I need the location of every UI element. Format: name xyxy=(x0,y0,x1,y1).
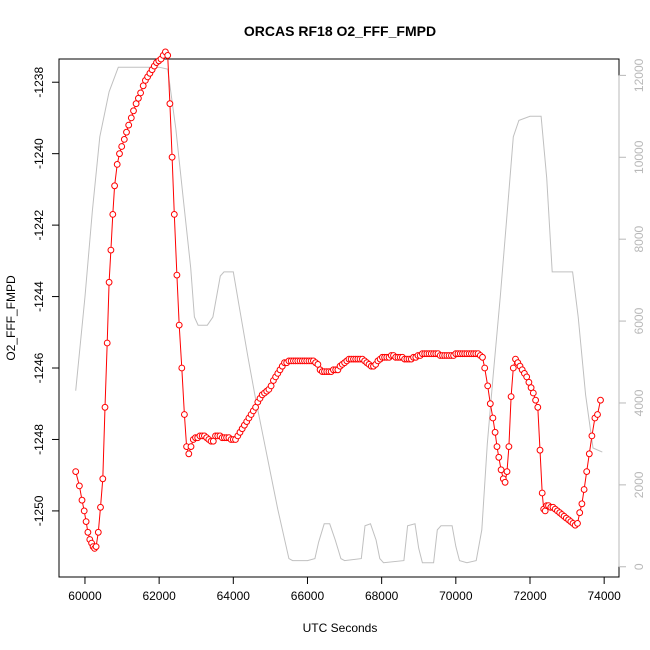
o2-point xyxy=(127,114,135,122)
y-tick-label: -1238 xyxy=(32,67,46,98)
o2-point xyxy=(493,443,501,451)
y-axis-label: O2_FFF_FMPD xyxy=(4,275,18,361)
y-axis: -1250 -1248 -1246 -1244 -1242 -1240 -1238 xyxy=(32,67,60,526)
o2-point xyxy=(130,107,137,115)
o2-point xyxy=(484,382,492,390)
x-tick-label: 64000 xyxy=(217,589,251,603)
o2-point xyxy=(576,509,584,517)
o2-point xyxy=(118,143,126,150)
o2-point xyxy=(185,450,193,458)
o2-point xyxy=(76,482,83,490)
o2-point xyxy=(78,496,86,504)
o2-point xyxy=(497,466,505,474)
o2-point xyxy=(509,364,517,372)
x-axis: 60000 62000 64000 66000 68000 70000 72000 74000 xyxy=(68,576,621,603)
o2-point xyxy=(109,211,117,218)
y-tick-label: -1246 xyxy=(32,352,46,383)
o2-point xyxy=(479,353,486,361)
y-tick-label: -1244 xyxy=(32,281,46,312)
right-y-tick-label: 2000 xyxy=(632,471,646,498)
o2-point xyxy=(580,486,588,493)
x-tick-label: 62000 xyxy=(142,589,176,603)
o2-point xyxy=(597,396,604,404)
o2-point xyxy=(495,453,503,461)
o2-point xyxy=(92,543,100,550)
o2-point xyxy=(101,403,109,411)
o2-point xyxy=(107,246,115,254)
o2-point xyxy=(164,52,172,59)
plot-frame xyxy=(58,58,620,578)
o2-point xyxy=(481,364,489,372)
x-axis-label: UTC Seconds xyxy=(303,621,378,635)
x-tick-label: 60000 xyxy=(68,589,102,603)
right-y-axis: 0 2000 4000 6000 8000 10000 12000 xyxy=(618,58,646,570)
x-tick-label: 66000 xyxy=(291,589,325,603)
right-y-tick-label: 0 xyxy=(632,563,646,570)
o2-point xyxy=(534,403,542,411)
altitude-line xyxy=(75,66,603,564)
right-y-tick-label: 10000 xyxy=(632,140,646,174)
y-tick-label: -1240 xyxy=(32,138,46,169)
o2-point xyxy=(103,339,111,347)
o2-point xyxy=(503,468,511,476)
o2-point xyxy=(178,364,186,372)
o2-line xyxy=(75,50,601,550)
o2-point xyxy=(123,128,130,136)
o2-point xyxy=(536,446,544,454)
o2-point xyxy=(99,475,107,483)
o2-point xyxy=(97,503,104,511)
right-y-tick-label: 12000 xyxy=(632,58,646,92)
o2-point xyxy=(175,321,183,329)
o2-series xyxy=(72,48,604,552)
right-y-tick-label: 8000 xyxy=(632,226,646,253)
o2-point xyxy=(491,428,499,436)
o2-point xyxy=(111,182,118,190)
o2-point xyxy=(137,89,145,97)
o2-point xyxy=(94,528,102,536)
o2-point xyxy=(532,396,539,404)
o2-point xyxy=(594,411,601,418)
o2-point xyxy=(578,500,586,508)
o2-point xyxy=(80,507,88,515)
right-y-tick-label: 6000 xyxy=(632,307,646,334)
o2-point xyxy=(72,468,80,476)
o2-point xyxy=(529,389,537,397)
o2-point xyxy=(486,400,494,408)
x-tick-label: 74000 xyxy=(587,589,621,603)
o2-point xyxy=(173,271,181,279)
o2-point xyxy=(170,211,178,218)
o2-point xyxy=(105,278,113,286)
o2-point xyxy=(574,520,581,527)
o2-point xyxy=(489,414,497,422)
y-tick-label: -1248 xyxy=(32,424,46,455)
y-tick-label: -1250 xyxy=(32,495,46,526)
y-tick-label: -1242 xyxy=(32,209,46,240)
o2-point xyxy=(588,432,596,440)
o2-point xyxy=(113,161,121,168)
o2-point xyxy=(505,443,513,451)
altitude-series xyxy=(75,66,603,564)
o2-point xyxy=(187,443,195,451)
x-tick-label: 72000 xyxy=(513,589,547,603)
o2-point xyxy=(120,136,128,143)
o2-point xyxy=(507,393,515,401)
x-tick-label: 68000 xyxy=(365,589,399,603)
o2-point xyxy=(166,100,174,108)
right-y-tick-label: 4000 xyxy=(632,389,646,416)
x-tick-label: 70000 xyxy=(439,589,473,603)
o2-point xyxy=(181,411,188,418)
o2-point xyxy=(538,489,546,497)
chart-title: ORCAS RF18 O2_FFF_FMPD xyxy=(244,23,436,39)
o2-point xyxy=(585,450,593,458)
o2-point xyxy=(116,150,123,158)
o2-point xyxy=(84,528,92,536)
o2-point xyxy=(501,478,509,486)
o2-point xyxy=(125,121,133,129)
o2-point xyxy=(168,153,176,161)
o2-point xyxy=(82,518,90,525)
o2-point xyxy=(583,468,591,476)
